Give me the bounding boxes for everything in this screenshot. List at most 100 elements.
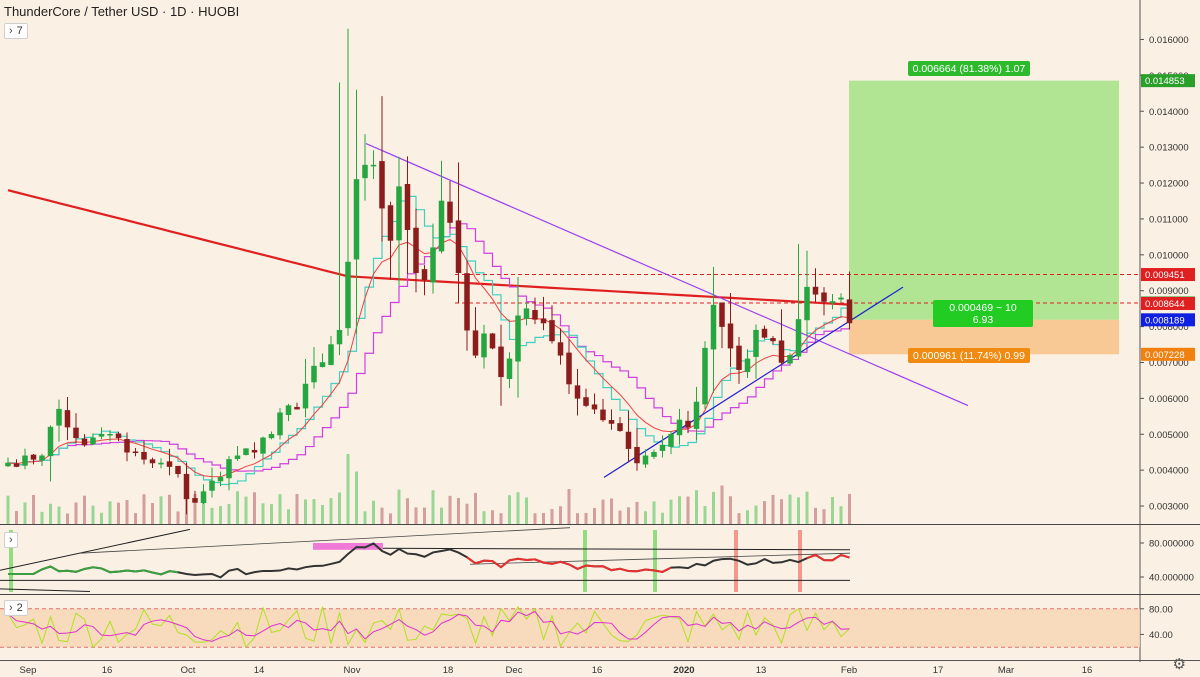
volume-bar — [49, 503, 52, 524]
candle-body — [81, 438, 88, 446]
candle-body — [226, 459, 232, 479]
candle-body — [455, 220, 462, 274]
volume-bar — [533, 513, 537, 524]
target-label-bg — [908, 61, 1030, 76]
candle-body — [600, 409, 606, 421]
indicators-count: 7 — [16, 25, 23, 37]
time-tick-label: 16 — [592, 665, 603, 676]
time-tick-label: Nov — [344, 665, 361, 676]
candle-body — [430, 247, 436, 283]
volume-bar — [831, 496, 834, 524]
candle-body — [107, 434, 113, 436]
candle-body — [846, 299, 853, 324]
volume-bar — [525, 497, 528, 524]
volume-bar — [839, 506, 843, 524]
stoch-band — [0, 608, 1140, 648]
candle-body — [685, 420, 691, 428]
volume-bar — [380, 507, 384, 524]
candle-body — [30, 454, 37, 460]
candle-body — [549, 320, 555, 342]
volume-bar — [822, 509, 826, 524]
candle-body — [702, 347, 708, 405]
candle-body — [464, 273, 470, 331]
volume-bar — [346, 454, 350, 524]
volume-bar — [627, 507, 630, 524]
volume-bar — [610, 498, 613, 524]
candle-body — [56, 408, 62, 426]
price-tick-label: 0.016000 — [1149, 35, 1189, 46]
time-tick-label: Sep — [20, 665, 37, 676]
volume-bar — [508, 495, 511, 524]
risk-reward-label: 0.000469 ~ 106.93 — [933, 300, 1033, 327]
volume-bar — [244, 496, 248, 524]
candle-body — [234, 455, 241, 460]
volume-bar — [261, 503, 265, 524]
volume-bar — [788, 494, 792, 524]
stoch-d-line — [7, 610, 850, 642]
price-label-bg — [1141, 347, 1195, 361]
volume-bar — [168, 494, 171, 524]
descending-trendline — [365, 143, 969, 407]
volume-bar — [210, 507, 214, 524]
long-target-zone — [849, 80, 1119, 320]
volume-bar — [372, 500, 375, 524]
target-label-text: 0.006664 (81.38%) 1.07 — [913, 63, 1026, 75]
volume-bar — [142, 494, 146, 524]
candle-body — [821, 292, 827, 302]
volume-bar — [91, 505, 95, 524]
stoch-pane-toggle[interactable]: › 2 — [4, 600, 28, 616]
volume-bar — [771, 494, 775, 524]
candle-body — [710, 304, 717, 350]
volume-bar — [219, 506, 222, 524]
volume-bar — [686, 496, 690, 524]
gear-icon[interactable]: ⚙ — [1172, 656, 1186, 673]
rsi-pane-toggle[interactable]: › — [4, 532, 18, 548]
candle-body — [498, 346, 504, 378]
volume-bar — [618, 510, 622, 524]
volume-bar — [516, 492, 520, 524]
volume-bar — [712, 491, 715, 524]
candle-body — [158, 462, 164, 465]
volume-bar — [593, 507, 596, 524]
volume-bar — [66, 513, 69, 524]
chevron-right-icon: › — [9, 602, 13, 614]
volume-bar — [737, 513, 741, 524]
candle-body — [396, 186, 402, 241]
volume-bar — [848, 493, 851, 524]
rsi-resistance-line — [319, 547, 851, 551]
indicators-toggle[interactable]: › 7 — [4, 23, 28, 39]
candle-body — [149, 459, 156, 464]
volume-bar — [695, 490, 698, 524]
price-tick-label: 0.006000 — [1149, 394, 1189, 405]
volume-bar — [814, 507, 817, 524]
volume-bar — [406, 498, 409, 524]
price-label-bg — [1141, 268, 1195, 282]
candle-body — [353, 179, 360, 260]
volume-bar — [304, 499, 307, 524]
time-tick-label: Mar — [998, 665, 1014, 676]
volume-bar — [134, 513, 137, 524]
volume-bar — [754, 505, 758, 524]
rsi-line-low — [806, 553, 850, 562]
candle-body — [209, 480, 215, 491]
candle-body — [302, 383, 309, 409]
candle-body — [625, 431, 632, 449]
volume-bar — [720, 485, 724, 524]
time-tick-label: 18 — [443, 665, 454, 676]
volume-bar — [805, 491, 809, 524]
rsi-trend-line — [469, 552, 851, 565]
candles — [5, 28, 853, 515]
candle-body — [838, 297, 844, 300]
volume-bar — [482, 511, 486, 524]
candle-body — [642, 455, 649, 465]
candle-body — [345, 261, 351, 329]
candle-body — [328, 344, 334, 365]
rsi-signal-bar — [9, 530, 13, 592]
candle-body — [608, 420, 615, 424]
rsi-pane — [0, 527, 851, 592]
candle-body — [251, 449, 258, 453]
volume-bar — [389, 513, 392, 524]
volume-bar — [601, 499, 605, 524]
candle-body — [166, 461, 173, 467]
